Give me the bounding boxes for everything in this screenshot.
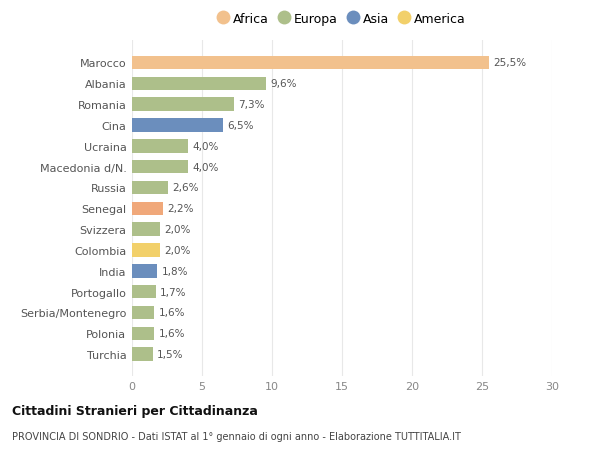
Text: Cittadini Stranieri per Cittadinanza: Cittadini Stranieri per Cittadinanza <box>12 404 258 417</box>
Bar <box>132 161 188 174</box>
Text: 1,6%: 1,6% <box>158 329 185 339</box>
Text: 4,0%: 4,0% <box>192 162 218 172</box>
Text: 1,5%: 1,5% <box>157 349 184 359</box>
Text: 2,0%: 2,0% <box>164 224 191 235</box>
Text: PROVINCIA DI SONDRIO - Dati ISTAT al 1° gennaio di ogni anno - Elaborazione TUTT: PROVINCIA DI SONDRIO - Dati ISTAT al 1° … <box>12 431 461 442</box>
Bar <box>132 285 156 299</box>
Bar <box>132 223 160 236</box>
Text: 1,7%: 1,7% <box>160 287 187 297</box>
Bar <box>132 56 489 70</box>
Text: 1,8%: 1,8% <box>161 266 188 276</box>
Bar <box>132 98 234 112</box>
Bar <box>132 119 223 133</box>
Bar <box>132 244 160 257</box>
Text: 2,6%: 2,6% <box>173 183 199 193</box>
Bar <box>132 77 266 91</box>
Bar <box>132 181 169 195</box>
Text: 2,2%: 2,2% <box>167 204 193 214</box>
Text: 1,6%: 1,6% <box>158 308 185 318</box>
Bar <box>132 306 154 319</box>
Bar <box>132 347 153 361</box>
Bar <box>132 140 188 153</box>
Text: 9,6%: 9,6% <box>271 79 297 89</box>
Text: 2,0%: 2,0% <box>164 246 191 255</box>
Text: 4,0%: 4,0% <box>192 141 218 151</box>
Legend: Africa, Europa, Asia, America: Africa, Europa, Asia, America <box>215 11 469 28</box>
Text: 7,3%: 7,3% <box>238 100 265 110</box>
Bar <box>132 327 154 341</box>
Text: 6,5%: 6,5% <box>227 121 254 131</box>
Bar <box>132 202 163 216</box>
Bar <box>132 264 157 278</box>
Text: 25,5%: 25,5% <box>493 58 526 68</box>
